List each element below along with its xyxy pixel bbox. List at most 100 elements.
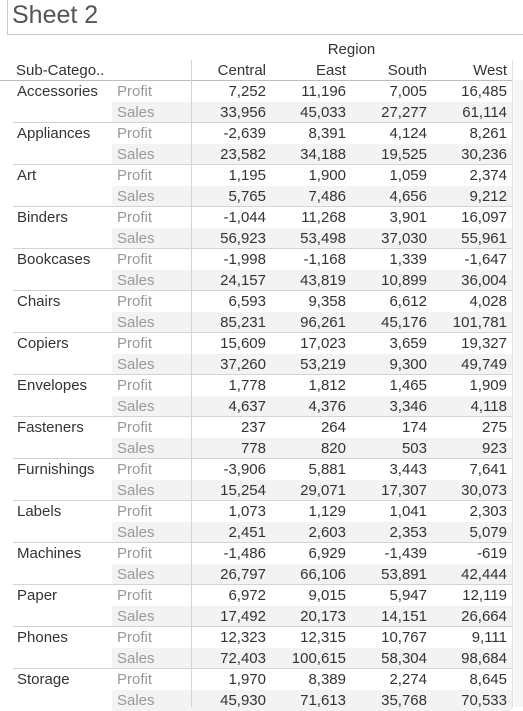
sales-value-central[interactable]: 56,923 xyxy=(220,230,266,247)
measure-label-sales[interactable]: Sales xyxy=(117,650,155,667)
profit-value-west[interactable]: 2,374 xyxy=(469,167,507,184)
measure-label-sales[interactable]: Sales xyxy=(117,608,155,625)
subcategory-label[interactable]: Paper xyxy=(17,587,58,604)
sales-value-west[interactable]: 30,236 xyxy=(461,146,507,163)
measure-label-profit[interactable]: Profit xyxy=(117,125,153,142)
profit-value-south[interactable]: -1,439 xyxy=(384,545,427,562)
profit-value-east[interactable]: 17,023 xyxy=(300,335,346,352)
sales-value-west[interactable]: 9,212 xyxy=(469,188,507,205)
profit-value-east[interactable]: 12,315 xyxy=(300,629,346,646)
column-header-west[interactable]: West xyxy=(473,62,507,79)
profit-value-west[interactable]: 19,327 xyxy=(461,335,507,352)
vertical-scrollbar[interactable] xyxy=(514,80,523,707)
profit-value-south[interactable]: 1,465 xyxy=(389,377,427,394)
measure-label-profit[interactable]: Profit xyxy=(117,251,153,268)
sales-value-south[interactable]: 9,300 xyxy=(389,356,427,373)
sales-value-west[interactable]: 5,079 xyxy=(469,524,507,541)
sales-value-east[interactable]: 820 xyxy=(320,440,346,457)
sales-value-south[interactable]: 10,899 xyxy=(381,272,427,289)
profit-value-west[interactable]: 1,909 xyxy=(469,377,507,394)
sales-value-east[interactable]: 2,603 xyxy=(308,524,346,541)
profit-value-east[interactable]: 9,015 xyxy=(308,587,346,604)
measure-label-sales[interactable]: Sales xyxy=(117,566,155,583)
profit-value-south[interactable]: 4,124 xyxy=(389,125,427,142)
sales-value-east[interactable]: 71,613 xyxy=(300,692,346,709)
profit-value-central[interactable]: -1,486 xyxy=(223,545,266,562)
profit-value-west[interactable]: 8,261 xyxy=(469,125,507,142)
profit-value-east[interactable]: 264 xyxy=(320,419,346,436)
profit-value-central[interactable]: 15,609 xyxy=(220,335,266,352)
sales-value-south[interactable]: 19,525 xyxy=(381,146,427,163)
profit-value-south[interactable]: 174 xyxy=(401,419,427,436)
measure-label-profit[interactable]: Profit xyxy=(117,209,153,226)
measure-label-profit[interactable]: Profit xyxy=(117,293,153,310)
subcategory-label[interactable]: Envelopes xyxy=(17,377,88,394)
sales-value-west[interactable]: 70,533 xyxy=(461,692,507,709)
measure-label-profit[interactable]: Profit xyxy=(117,377,153,394)
profit-value-central[interactable]: 6,972 xyxy=(228,587,266,604)
measure-label-sales[interactable]: Sales xyxy=(117,692,155,709)
measure-label-profit[interactable]: Profit xyxy=(117,167,153,184)
sales-value-south[interactable]: 17,307 xyxy=(381,482,427,499)
sales-value-east[interactable]: 45,033 xyxy=(300,104,346,121)
sales-value-west[interactable]: 923 xyxy=(481,440,507,457)
measure-label-profit[interactable]: Profit xyxy=(117,419,153,436)
sales-value-south[interactable]: 53,891 xyxy=(381,566,427,583)
profit-value-south[interactable]: 10,767 xyxy=(381,629,427,646)
sales-value-east[interactable]: 96,261 xyxy=(300,314,346,331)
sales-value-south[interactable]: 2,353 xyxy=(389,524,427,541)
measure-label-sales[interactable]: Sales xyxy=(117,356,155,373)
subcategory-label[interactable]: Bookcases xyxy=(17,251,91,268)
profit-value-west[interactable]: 9,111 xyxy=(471,629,507,646)
sales-value-central[interactable]: 17,492 xyxy=(220,608,266,625)
sales-value-central[interactable]: 778 xyxy=(240,440,266,457)
sales-value-west[interactable]: 30,073 xyxy=(461,482,507,499)
sales-value-central[interactable]: 5,765 xyxy=(228,188,266,205)
measure-label-profit[interactable]: Profit xyxy=(117,503,153,520)
measure-label-profit[interactable]: Profit xyxy=(117,83,153,100)
subcategory-label[interactable]: Copiers xyxy=(17,335,69,352)
measure-label-profit[interactable]: Profit xyxy=(117,461,153,478)
measure-label-sales[interactable]: Sales xyxy=(117,482,155,499)
profit-value-central[interactable]: -2,639 xyxy=(223,125,266,142)
profit-value-central[interactable]: 7,252 xyxy=(228,83,266,100)
subcategory-label[interactable]: Appliances xyxy=(17,125,91,142)
profit-value-south[interactable]: 1,059 xyxy=(389,167,427,184)
profit-value-east[interactable]: 11,196 xyxy=(301,83,346,100)
subcategory-label[interactable]: Phones xyxy=(17,629,68,646)
measure-label-sales[interactable]: Sales xyxy=(117,314,155,331)
profit-value-east[interactable]: 11,268 xyxy=(301,209,346,226)
measure-label-profit[interactable]: Profit xyxy=(117,629,153,646)
measure-label-sales[interactable]: Sales xyxy=(117,104,155,121)
sales-value-south[interactable]: 58,304 xyxy=(381,650,427,667)
profit-value-west[interactable]: 16,097 xyxy=(461,209,507,226)
sales-value-south[interactable]: 3,346 xyxy=(389,398,427,415)
profit-value-central[interactable]: 1,073 xyxy=(228,503,266,520)
subcategory-label[interactable]: Accessories xyxy=(17,83,98,100)
sales-value-east[interactable]: 34,188 xyxy=(300,146,346,163)
sales-value-east[interactable]: 100,615 xyxy=(291,650,346,667)
profit-value-south[interactable]: 6,612 xyxy=(389,293,427,310)
profit-value-central[interactable]: -1,044 xyxy=(223,209,266,226)
sales-value-south[interactable]: 14,151 xyxy=(381,608,427,625)
subcategory-label[interactable]: Storage xyxy=(17,671,70,688)
profit-value-east[interactable]: 6,929 xyxy=(308,545,346,562)
column-header-central[interactable]: Central xyxy=(217,62,266,79)
column-group-header[interactable]: Region xyxy=(327,41,376,58)
sales-value-south[interactable]: 503 xyxy=(401,440,427,457)
profit-value-east[interactable]: 1,812 xyxy=(308,377,346,394)
column-header-east[interactable]: East xyxy=(315,62,346,79)
profit-value-central[interactable]: 6,593 xyxy=(228,293,266,310)
measure-label-sales[interactable]: Sales xyxy=(117,272,155,289)
profit-value-east[interactable]: 1,900 xyxy=(308,167,346,184)
subcategory-label[interactable]: Machines xyxy=(17,545,82,562)
sales-value-west[interactable]: 98,684 xyxy=(461,650,507,667)
sales-value-central[interactable]: 33,956 xyxy=(220,104,266,121)
profit-value-south[interactable]: 3,443 xyxy=(389,461,427,478)
profit-value-east[interactable]: 1,129 xyxy=(308,503,346,520)
measure-label-sales[interactable]: Sales xyxy=(117,398,155,415)
measure-label-sales[interactable]: Sales xyxy=(117,146,155,163)
sales-value-west[interactable]: 49,749 xyxy=(461,356,507,373)
measure-label-profit[interactable]: Profit xyxy=(117,671,153,688)
subcategory-label[interactable]: Chairs xyxy=(17,293,61,310)
